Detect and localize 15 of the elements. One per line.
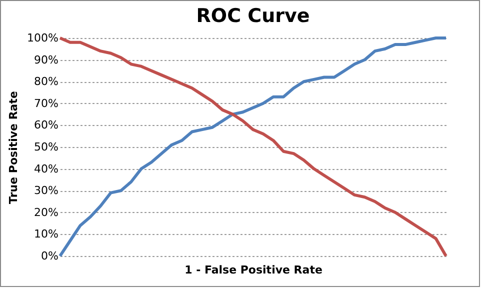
y-tick-label: 90% xyxy=(34,53,58,66)
y-axis-title: True Positive Rate xyxy=(7,91,20,204)
y-tick-label: 60% xyxy=(34,118,58,132)
line-series xyxy=(58,36,448,258)
y-tick-label: 50% xyxy=(34,140,58,154)
y-tick-label: 70% xyxy=(34,96,58,110)
x-axis-title: 1 - False Positive Rate xyxy=(184,264,322,276)
y-tick-label: 100% xyxy=(27,32,58,44)
y-tick-label: 30% xyxy=(34,184,58,198)
y-tick-label: 20% xyxy=(34,206,58,219)
y-tick-label: 10% xyxy=(34,228,58,241)
chart-title: ROC Curve xyxy=(196,5,310,27)
y-tick-label: 80% xyxy=(34,75,58,88)
y-tick-label: 0% xyxy=(41,250,58,262)
y-tick-label: 40% xyxy=(34,162,58,176)
